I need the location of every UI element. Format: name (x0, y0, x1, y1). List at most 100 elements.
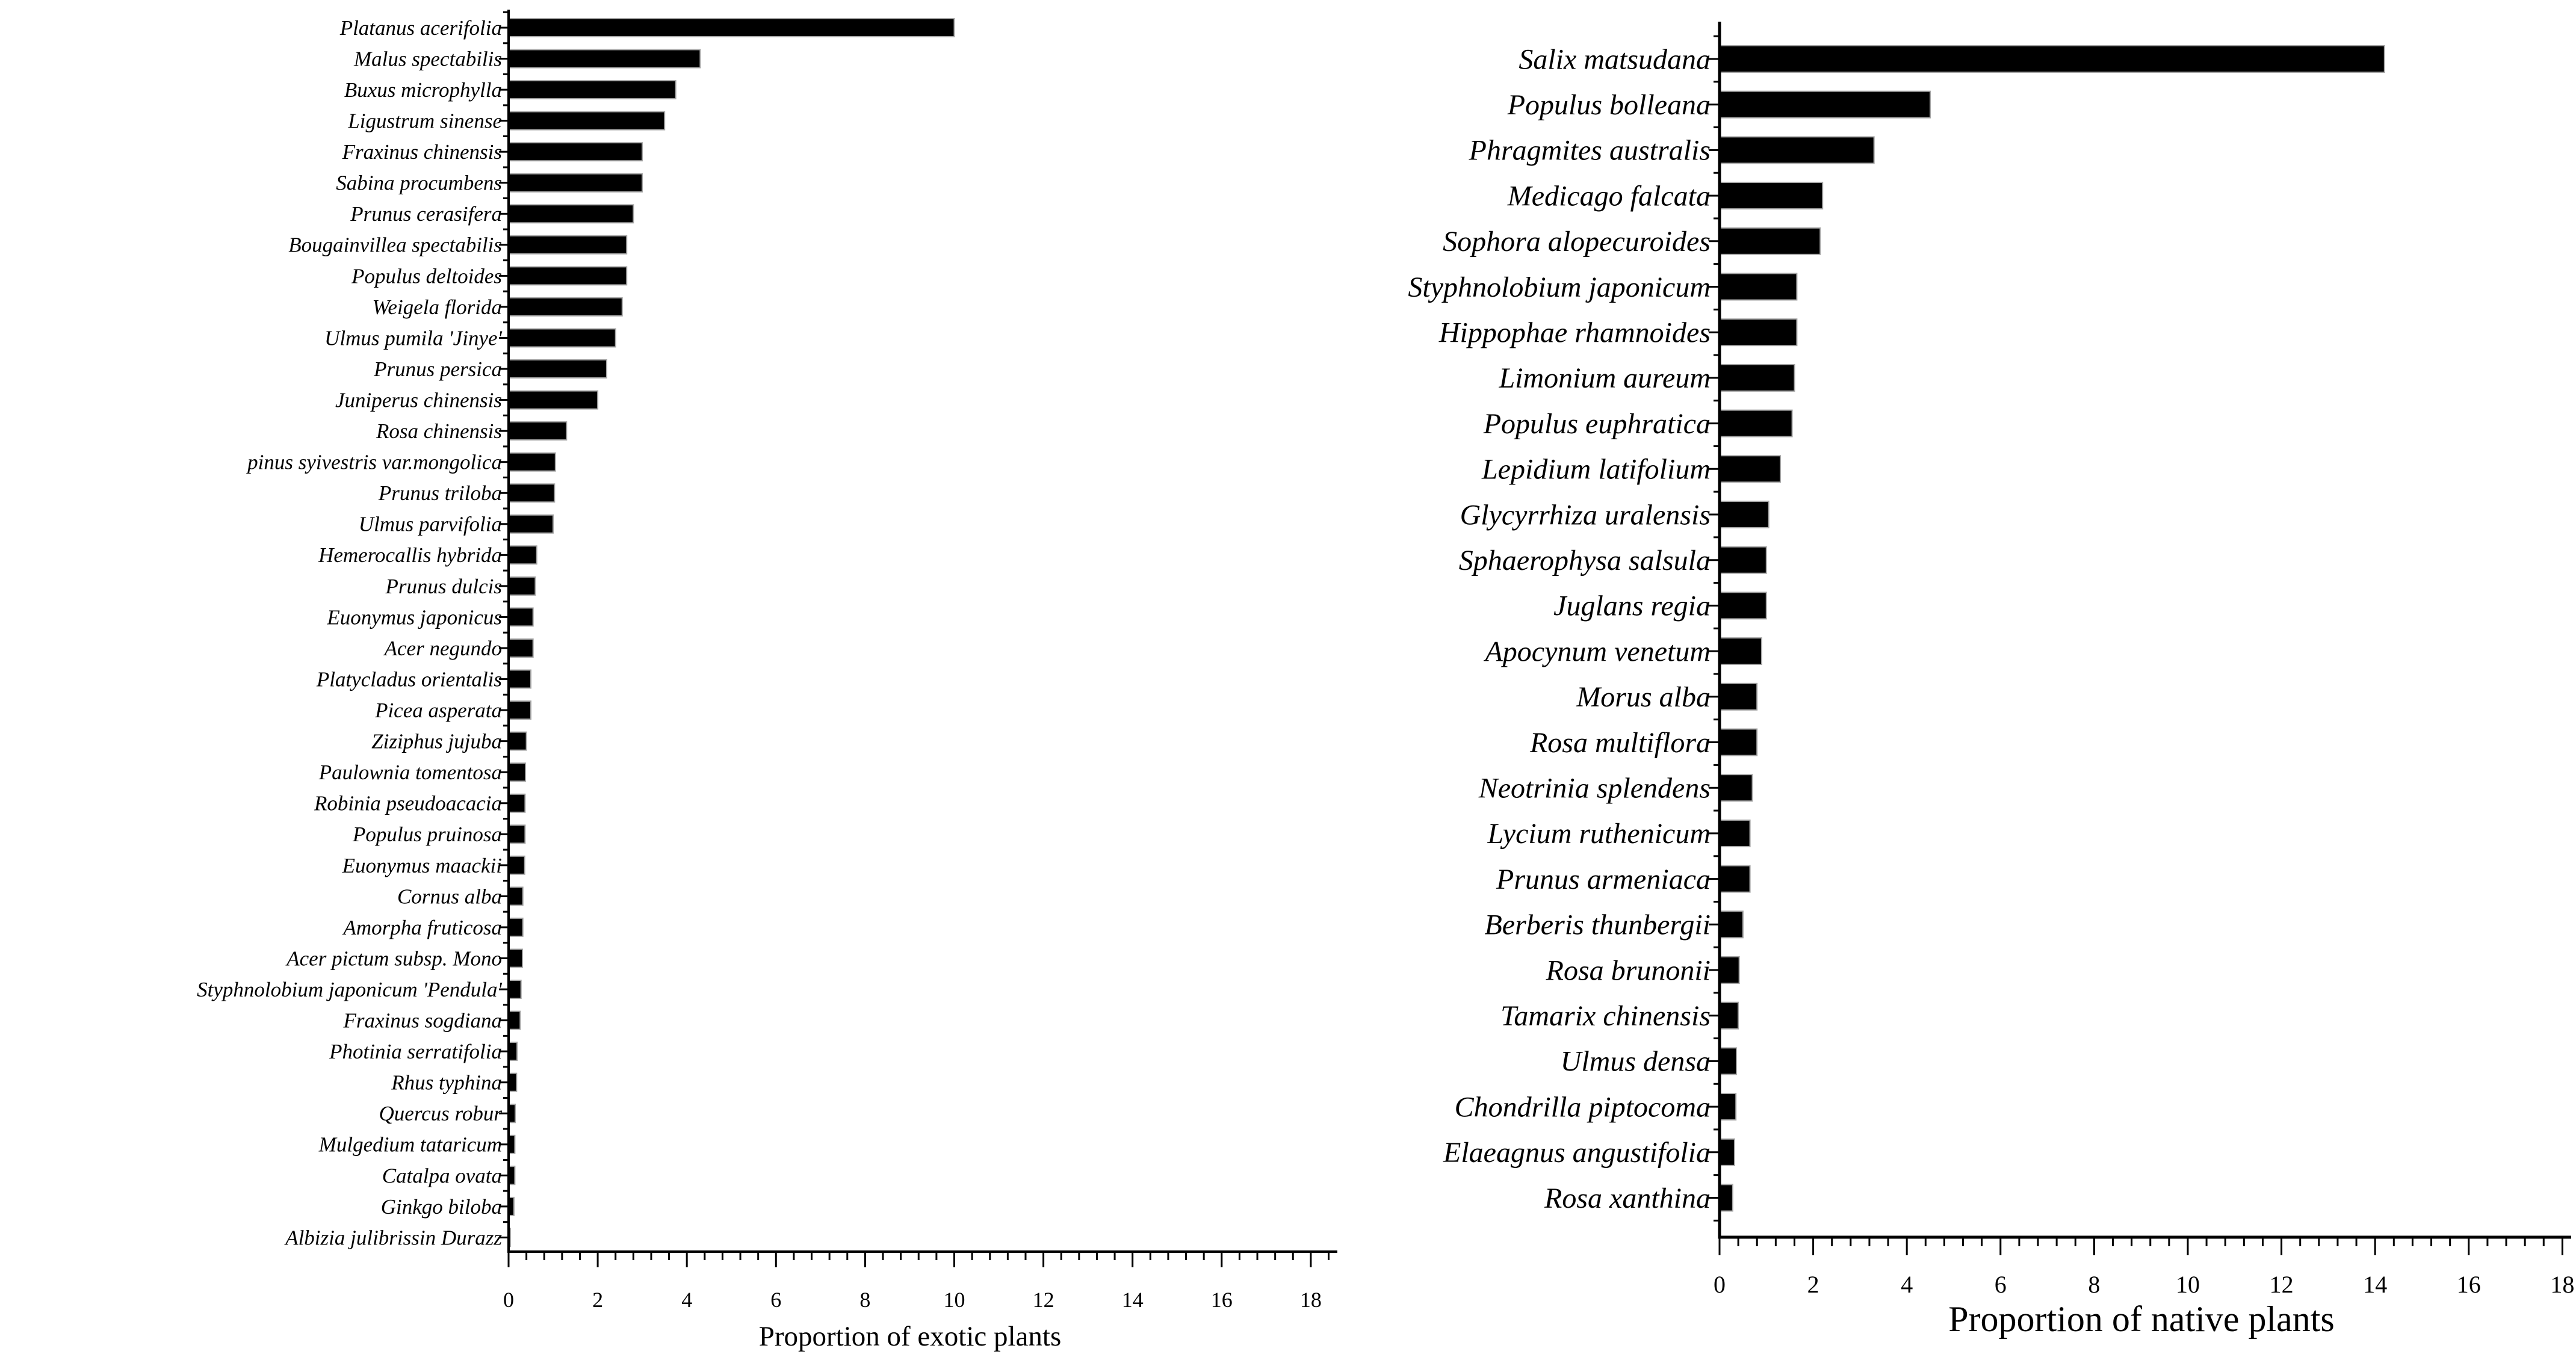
bar (1719, 637, 1762, 666)
bar (1719, 956, 1740, 984)
bar (508, 390, 599, 410)
category-label: Prunus dulcis (385, 575, 502, 598)
bar (1719, 1093, 1737, 1121)
bar (508, 793, 526, 813)
bar (508, 980, 522, 999)
bar (1719, 682, 1758, 711)
bar (508, 235, 628, 255)
bar (508, 266, 628, 286)
category-label: Cornus alba (397, 885, 502, 908)
bar (508, 204, 634, 224)
bar (1719, 318, 1798, 347)
category-label: Limonium aureum (1498, 362, 1711, 394)
category-label: Sabina procumbens (336, 172, 502, 195)
category-label: Rosa brunonii (1546, 954, 1711, 986)
category-label: Sphaerophysa salsula (1459, 545, 1711, 576)
bar (508, 1042, 518, 1061)
x-tick-label: 6 (770, 1288, 781, 1312)
category-label: Platanus acerifolia (339, 16, 502, 40)
category-label: Catalpa ovata (382, 1164, 502, 1187)
category-label: Ligustrum sinense (347, 110, 502, 133)
category-label: Weigela florida (372, 295, 502, 319)
category-label: Lepidium latifolium (1481, 454, 1711, 486)
category-label: Rosa multiflora (1529, 727, 1711, 759)
bar (508, 297, 623, 317)
category-label: Hemerocallis hybrida (318, 543, 502, 567)
bar (1719, 865, 1751, 893)
x-tick-label: 12 (2270, 1271, 2294, 1298)
bar (508, 483, 556, 503)
x-tick-label: 10 (2176, 1271, 2200, 1298)
bar (508, 948, 523, 968)
category-label: Euonymus japonicus (326, 605, 502, 629)
bar (508, 607, 534, 627)
category-label: Malus spectabilis (353, 48, 502, 71)
category-label: Picea asperata (374, 699, 502, 722)
category-label: Robinia pseudoacacia (314, 792, 502, 815)
x-tick-label: 14 (1122, 1288, 1144, 1312)
bar (1719, 409, 1793, 437)
category-label: Tamarix chinensis (1500, 1000, 1711, 1032)
category-label: Chondrilla piptocoma (1455, 1091, 1711, 1123)
bar (508, 173, 643, 193)
x-tick-label: 10 (944, 1288, 965, 1312)
bar (508, 1010, 521, 1030)
bar (1719, 455, 1782, 483)
bar (508, 576, 536, 596)
category-label: Salix matsudana (1519, 43, 1711, 75)
bar (1719, 227, 1821, 255)
exotic-plants-chart: Platanus acerifolia Malus spectabilis Buxu… (197, 10, 1337, 1312)
bar (1719, 136, 1875, 164)
bar (508, 917, 524, 937)
category-labels-group: Salix matsudana Populus bolleana Phragmite… (1408, 43, 1711, 1214)
category-label: Prunus armeniaca (1496, 864, 1711, 895)
category-label: Albizia julibrissin Durazz (284, 1226, 502, 1249)
bar (508, 824, 526, 844)
bar (1719, 363, 1795, 392)
x-tick-label: 14 (2363, 1271, 2387, 1298)
category-label: Ulmus pumila 'Jinye' (324, 326, 502, 350)
bar (1719, 90, 1931, 119)
x-tick-label: 0 (503, 1288, 514, 1312)
bar (1719, 1184, 1733, 1212)
bar (1719, 182, 1824, 210)
bar (508, 359, 607, 379)
category-label: Fraxinus sogdiana (343, 1009, 502, 1033)
category-label: Styphnolobium japonicum 'Pendula' (197, 978, 502, 1001)
category-label: Elaeagnus angustifolia (1443, 1137, 1711, 1169)
native-plants-chart: Salix matsudana Populus bolleana Phragmite… (1408, 22, 2574, 1298)
category-label: Paulownia tomentosa (318, 761, 502, 784)
category-label: Populus pruinosa (352, 823, 502, 846)
category-label: Populus deltoides (351, 264, 502, 288)
x-tick-label: 8 (859, 1288, 870, 1312)
bar (1719, 1138, 1735, 1166)
category-label: Amorpha fruticosa (342, 916, 502, 939)
category-label: Bougainvillea spectabilis (288, 233, 502, 257)
x-tick-label: 8 (2088, 1271, 2100, 1298)
category-label: Apocynum venetum (1483, 635, 1711, 667)
bar (508, 669, 531, 689)
bars-group (1719, 45, 2385, 1212)
bar (1719, 546, 1767, 574)
category-label: Hippophae rhamnoides (1438, 317, 1711, 349)
category-label: Juniperus chinensis (335, 389, 502, 412)
category-label: Acer negundo (383, 637, 502, 660)
category-label: Rhus typhina (391, 1071, 502, 1095)
x-tick-label: 4 (1901, 1271, 1913, 1298)
bar (1719, 728, 1758, 756)
category-label: Rosa chinensis (376, 419, 502, 443)
category-label: Juglans regia (1553, 590, 1711, 622)
x-tick-label: 6 (1995, 1271, 2007, 1298)
category-label: Populus euphratica (1483, 408, 1711, 440)
category-label: Fraxinus chinensis (342, 140, 502, 164)
category-label: Populus bolleana (1507, 89, 1711, 121)
bar (508, 731, 527, 751)
bars-group (508, 18, 955, 1247)
category-label: Prunus persica (373, 357, 502, 381)
category-label: Ulmus parvifolia (359, 513, 502, 536)
axes-group (507, 10, 1337, 1253)
bar (1719, 273, 1798, 301)
bar (508, 80, 677, 100)
bar (508, 452, 556, 472)
category-label: Styphnolobium japonicum (1408, 271, 1711, 303)
